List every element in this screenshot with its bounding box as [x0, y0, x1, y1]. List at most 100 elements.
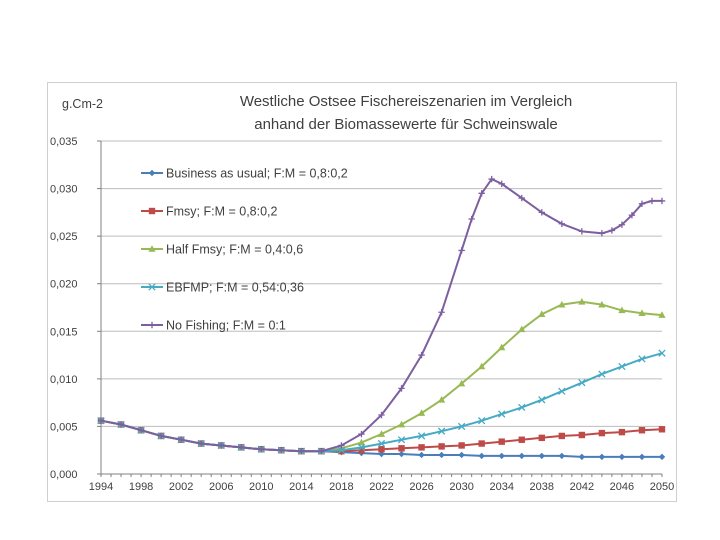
- data-point: [558, 300, 566, 308]
- data-point: [618, 428, 626, 436]
- y-tick-label: 0,005: [50, 421, 78, 433]
- data-point: [438, 395, 446, 403]
- data-point: [468, 215, 475, 223]
- data-point: [538, 310, 546, 317]
- data-point: [417, 409, 426, 416]
- chart-title-line-1: Westliche Ostsee Fischereiszenarien im V…: [240, 93, 572, 110]
- data-point: [338, 442, 345, 449]
- data-point: [117, 421, 125, 428]
- data-point: [578, 379, 586, 387]
- data-point: [337, 446, 346, 454]
- data-point: [498, 180, 505, 188]
- y-tick-label: 0,025: [50, 231, 78, 243]
- data-point: [418, 351, 425, 359]
- data-point: [458, 442, 465, 449]
- data-point: [397, 436, 406, 444]
- data-point: [638, 453, 646, 461]
- legend-item-1: Business as usual; F:M = 0,8:0,2: [141, 167, 348, 181]
- data-point: [457, 422, 466, 431]
- y-tick-label: 0,030: [50, 184, 78, 196]
- data-point: [658, 426, 666, 433]
- legend-item-2: Fmsy; F:M = 0,8:0,2: [141, 205, 278, 219]
- data-point: [558, 452, 566, 460]
- data-point: [417, 432, 426, 440]
- data-point: [598, 429, 606, 437]
- data-point: [218, 442, 225, 449]
- y-tick-label: 0,020: [50, 279, 78, 291]
- data-point: [478, 452, 485, 460]
- data-point: [558, 432, 566, 440]
- data-point: [298, 447, 305, 455]
- y-axis-label: g.Cm-2: [62, 97, 103, 111]
- data-point: [518, 452, 525, 460]
- data-point: [488, 175, 495, 183]
- data-point: [148, 245, 156, 252]
- data-point: [458, 379, 466, 387]
- data-point: [498, 410, 506, 418]
- data-point: [358, 430, 365, 438]
- data-point: [578, 228, 586, 235]
- data-point: [458, 451, 465, 459]
- data-point: [398, 385, 405, 392]
- data-point: [318, 447, 325, 455]
- y-tick-label: 0,010: [50, 374, 78, 386]
- data-point: [397, 420, 406, 428]
- data-point: [357, 438, 366, 446]
- data-point: [518, 194, 525, 202]
- data-point: [377, 439, 386, 448]
- chart-frame: g.Cm-2 Westliche Ostsee Fischereiszenari…: [47, 82, 677, 502]
- data-point: [148, 283, 156, 291]
- data-point: [177, 436, 185, 443]
- data-point: [238, 444, 245, 451]
- data-point: [578, 431, 586, 439]
- x-tick-label: 2002: [169, 481, 193, 493]
- data-point: [618, 221, 626, 228]
- series-line: [100, 177, 662, 453]
- x-tick-label: 2026: [409, 481, 433, 493]
- y-tick-label: 0,000: [50, 469, 78, 481]
- data-point: [558, 220, 566, 227]
- data-point: [658, 311, 666, 318]
- data-point: [648, 197, 656, 205]
- data-point: [598, 453, 606, 461]
- x-tick-label: 2038: [530, 481, 554, 493]
- y-tick-label: 0,035: [50, 136, 78, 148]
- x-tick-label: 2014: [289, 481, 313, 493]
- data-point: [628, 212, 636, 219]
- grid-lines: [101, 140, 662, 427]
- data-point: [518, 325, 526, 333]
- data-point: [418, 451, 425, 459]
- legend-label: No Fishing; F:M = 0:1: [166, 319, 286, 333]
- data-point: [598, 300, 606, 308]
- x-tick-label: 2042: [570, 481, 594, 493]
- x-tick-label: 1998: [129, 481, 153, 493]
- data-point: [618, 453, 626, 461]
- x-tick-label: 2046: [610, 481, 634, 493]
- legend-label: Business as usual; F:M = 0,8:0,2: [166, 167, 348, 181]
- data-point: [638, 200, 646, 207]
- data-point: [638, 309, 646, 317]
- data-point: [498, 438, 505, 445]
- data-point: [398, 445, 405, 452]
- data-point: [618, 306, 626, 314]
- series-4: [97, 349, 666, 455]
- series-5: [97, 175, 666, 455]
- data-point: [498, 452, 505, 460]
- data-point: [538, 452, 545, 460]
- data-point: [658, 453, 666, 461]
- legend: Business as usual; F:M = 0,8:0,2 Fmsy; F:…: [141, 167, 348, 333]
- data-point: [578, 297, 586, 305]
- data-point: [638, 427, 646, 434]
- data-point: [658, 349, 666, 357]
- data-point: [518, 403, 526, 412]
- y-tick-label: 0,015: [50, 326, 78, 338]
- data-point: [438, 443, 445, 450]
- data-point: [598, 370, 606, 378]
- data-point: [258, 446, 265, 453]
- data-point: [478, 417, 486, 425]
- data-point: [478, 362, 486, 370]
- x-tick-label: 2034: [489, 481, 513, 493]
- data-point: [558, 387, 566, 395]
- data-point: [538, 396, 546, 404]
- x-tick-label: 2030: [449, 481, 473, 493]
